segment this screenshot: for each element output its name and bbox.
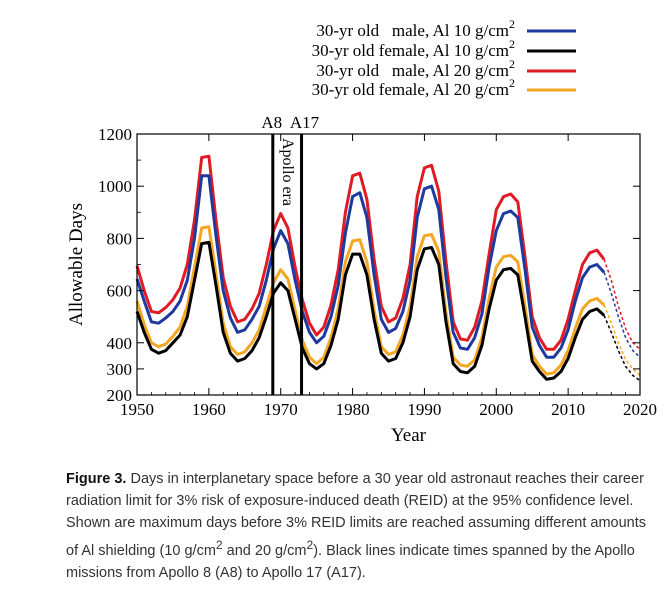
- legend-superscript: 2: [509, 17, 515, 31]
- plot-area: A8 A17 Apollo era 1950 1960 1970 1980 1990 2000 2…: [66, 113, 657, 446]
- y-tick-label: 200: [107, 386, 133, 405]
- legend-label-3: 30-yr old female, Al 20 g/cm2: [312, 76, 515, 99]
- x-tick-label: 1950: [120, 400, 154, 419]
- legend-text: 30-yr old male, Al 20 g/cm: [316, 61, 509, 80]
- caption-sup-2: 2: [306, 538, 314, 552]
- y-tick-label: 400: [107, 334, 133, 353]
- legend-text: 30-yr old female, Al 10 g/cm: [312, 41, 509, 60]
- x-axis-label: Year: [391, 425, 427, 446]
- series-line-0: [135, 174, 606, 359]
- series-line-1: [135, 240, 606, 381]
- series-projection-3: [603, 304, 641, 376]
- x-tick-label: 1990: [407, 400, 441, 419]
- x-tick-label: 2020: [623, 400, 657, 419]
- y-tick-label: 600: [107, 282, 133, 301]
- series-line-2: [135, 154, 606, 351]
- caption-sup-1: 2: [215, 538, 223, 552]
- y-tick-label: 800: [107, 229, 133, 248]
- legend-label-0: 30-yr old male, Al 10 g/cm2: [316, 17, 515, 40]
- series-projection-0: [603, 272, 641, 358]
- x-tick-label: 1960: [192, 400, 226, 419]
- caption-text-3: ). Black lines indicate times spanned by…: [66, 542, 635, 581]
- y-tick-label: 1000: [98, 177, 132, 196]
- caption-text-2: and 20 g/cm: [222, 542, 307, 559]
- y-axis-label: Allowable Days: [66, 203, 87, 326]
- y-tick-label: 300: [107, 360, 133, 379]
- legend-superscript: 2: [509, 37, 515, 51]
- legend-text: 30-yr old female, Al 20 g/cm: [312, 80, 509, 99]
- x-tick-label: 2010: [551, 400, 585, 419]
- apollo-label-a8: A8: [261, 113, 282, 132]
- caption-text-1: Days in interplanetary space before a 30…: [66, 471, 646, 559]
- apollo-label-a17: A17: [290, 113, 320, 132]
- y-tick-label: 1200: [98, 125, 132, 144]
- apollo-era-label: Apollo era: [279, 138, 296, 206]
- x-tick-label: 2000: [479, 400, 513, 419]
- legend-label-1: 30-yr old female, Al 10 g/cm2: [312, 37, 515, 60]
- series-projection-1: [603, 315, 641, 382]
- caption-label: Figure 3.: [66, 471, 127, 487]
- x-tick-label: 1980: [336, 400, 370, 419]
- legend-superscript: 2: [509, 76, 515, 90]
- series-projection-2: [603, 259, 641, 350]
- series-line-3: [135, 225, 606, 376]
- legend-label-2: 30-yr old male, Al 20 g/cm2: [316, 57, 515, 80]
- x-tick-label: 1970: [264, 400, 298, 419]
- legend-superscript: 2: [509, 57, 515, 71]
- figure-caption: Figure 3. Days in interplanetary space b…: [66, 468, 662, 584]
- legend-text: 30-yr old male, Al 10 g/cm: [316, 21, 509, 40]
